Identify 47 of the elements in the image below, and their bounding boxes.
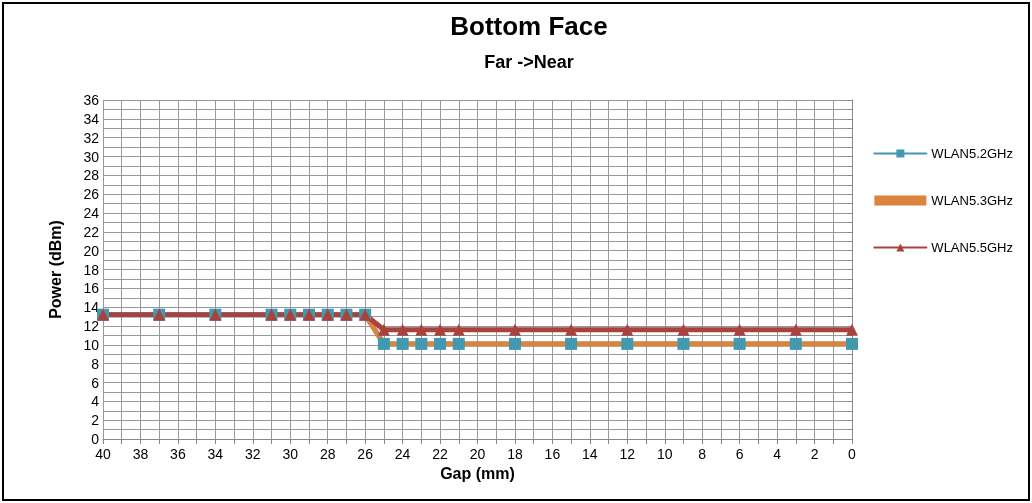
x-tick-label: 26 [357,446,374,462]
y-tick-label: 4 [91,393,100,410]
y-tick-label: 20 [83,242,100,259]
x-tick-label: 20 [469,446,486,462]
y-tick-label: 34 [83,110,100,127]
legend-label: WLAN5.2GHz [931,146,1014,161]
x-axis-title: Gap (mm) [440,465,515,483]
y-tick-label: 36 [83,92,100,108]
x-tick-label: 28 [319,446,336,462]
x-tick-label: 0 [848,446,857,462]
x-tick-label: 18 [507,446,523,462]
chart-title: Bottom Face [450,11,608,41]
x-tick-label: 2 [810,446,819,462]
x-tick-label: 6 [735,446,744,462]
x-tick-label: 10 [656,446,673,462]
legend-label: WLAN5.3GHz [931,193,1014,208]
x-tick-label: 22 [432,446,449,462]
y-tick-label: 16 [83,280,100,297]
chart-subtitle: Far ->Near [484,52,574,72]
y-tick-label: 6 [91,374,100,391]
y-tick-label: 30 [83,148,100,165]
y-tick-label: 14 [83,299,100,316]
y-tick-label: 8 [91,355,100,372]
x-tick-label: 32 [245,446,261,462]
x-tick-label: 38 [132,446,149,462]
x-tick-label: 40 [95,446,111,462]
x-tick-label: 30 [282,446,299,462]
y-tick-label: 18 [83,261,100,278]
y-tick-label: 10 [83,336,100,353]
y-tick-label: 12 [83,318,100,334]
x-tick-label: 8 [698,446,707,462]
y-tick-label: 22 [83,223,100,240]
y-tick-label: 24 [83,205,100,221]
y-tick-label: 26 [83,186,100,203]
y-tick-label: 0 [91,431,100,447]
y-axis-title: Power (dBm) [46,220,64,319]
x-tick-label: 14 [582,446,598,462]
y-tick-label: 28 [83,167,100,184]
y-tick-label: 2 [91,412,100,429]
x-tick-label: 36 [170,446,186,462]
x-tick-label: 12 [619,446,636,462]
x-tick-label: 34 [207,446,224,462]
y-tick-label: 32 [83,129,100,146]
x-tick-label: 4 [773,446,782,462]
legend-label: WLAN5.5GHz [931,240,1014,255]
x-tick-label: 16 [544,446,561,462]
x-tick-label: 24 [394,446,411,462]
